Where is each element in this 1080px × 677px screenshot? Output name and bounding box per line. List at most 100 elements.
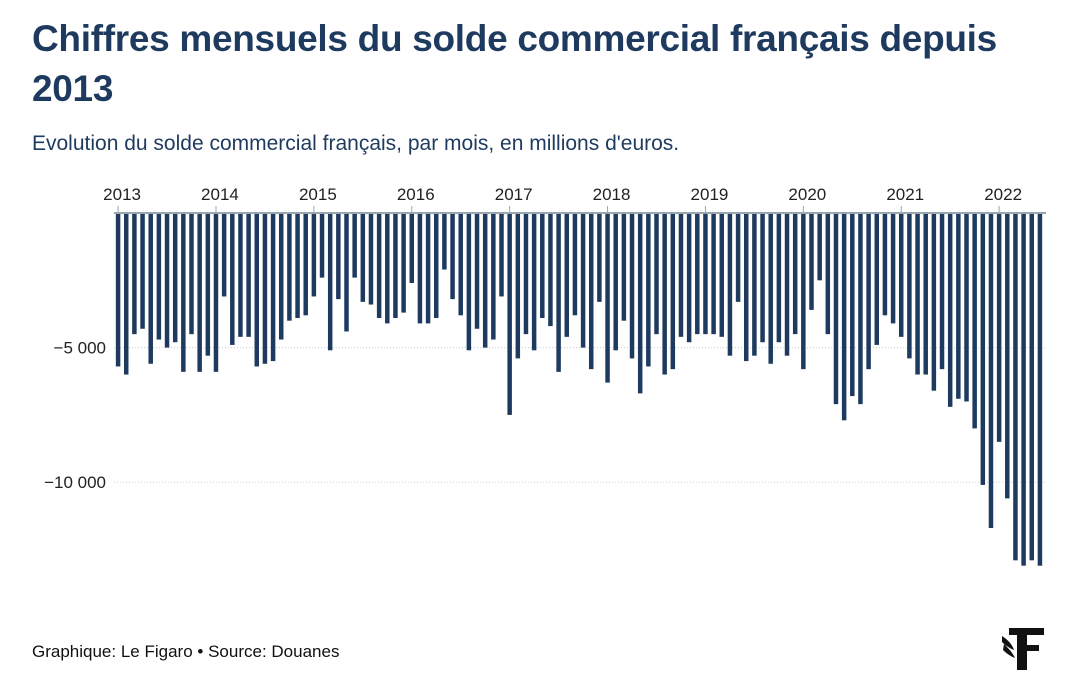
bar <box>1021 213 1026 566</box>
bar <box>278 213 284 340</box>
bar <box>719 213 725 337</box>
bar <box>792 213 798 335</box>
bar <box>1029 213 1035 561</box>
bar <box>336 213 341 300</box>
bar <box>597 213 602 302</box>
bar <box>401 213 406 313</box>
bar <box>866 213 871 370</box>
x-tick-label: 2020 <box>788 185 826 204</box>
bar-chart: 2013 2014 2015 2016 2017 2018 2019 2020 2021 2022… <box>44 185 1046 566</box>
bar <box>825 213 831 335</box>
bar <box>874 213 880 345</box>
bar <box>531 213 537 351</box>
bar <box>262 213 268 364</box>
bar <box>523 213 529 335</box>
bar <box>303 213 308 316</box>
bar <box>254 213 260 367</box>
bar <box>295 213 300 318</box>
bar <box>695 213 700 335</box>
x-tick-label: 2016 <box>397 185 435 204</box>
bar <box>882 213 888 316</box>
bar <box>327 213 333 351</box>
bar <box>385 213 390 324</box>
chart-title: Chiffres mensuels du solde commercial fr… <box>32 18 997 109</box>
bar <box>776 213 782 343</box>
x-tick-label: 2017 <box>495 185 533 204</box>
bar <box>980 213 986 485</box>
x-tick-label: 2015 <box>299 185 337 204</box>
bar <box>197 213 202 372</box>
bar <box>605 213 610 383</box>
x-tick-label: 2019 <box>691 185 729 204</box>
bar <box>156 213 162 340</box>
bar <box>711 213 716 335</box>
y-tick-label: −10 000 <box>44 473 106 492</box>
bar <box>931 213 937 391</box>
x-tick-label: 2013 <box>103 185 141 204</box>
bar <box>841 213 847 421</box>
footer: Graphique: Le Figaro • Source: Douanes <box>32 642 339 662</box>
bar <box>678 213 684 337</box>
bar <box>801 213 806 370</box>
bar <box>646 213 651 367</box>
bar <box>760 213 765 343</box>
bar <box>360 213 366 302</box>
bar <box>409 213 415 283</box>
bar <box>246 213 251 337</box>
bar <box>287 213 292 321</box>
bar <box>189 213 194 335</box>
bar <box>588 213 594 370</box>
bar <box>442 213 447 270</box>
bar <box>238 213 243 337</box>
bar <box>450 213 455 300</box>
bar <box>181 213 186 372</box>
bar-series <box>115 213 1043 566</box>
bar <box>205 213 211 356</box>
x-axis: 2013 2014 2015 2016 2017 2018 2019 2020 2021 2022 <box>103 185 1046 214</box>
y-tick-label: −5 000 <box>54 339 106 358</box>
bar <box>172 213 178 343</box>
bar <box>270 213 276 362</box>
bar <box>230 213 235 345</box>
bar <box>433 213 439 318</box>
bar <box>621 213 627 321</box>
bar <box>923 213 928 375</box>
bar <box>996 213 1002 442</box>
chart-subtitle: Evolution du solde commercial français, … <box>32 132 680 155</box>
bar <box>907 213 912 359</box>
footer-source: Source: Douanes <box>208 642 340 661</box>
bar <box>890 213 896 324</box>
y-axis-labels: −5 000 −10 000 <box>44 339 106 493</box>
bar <box>727 213 733 356</box>
bar <box>939 213 945 370</box>
x-tick-label: 2018 <box>593 185 631 204</box>
bar <box>833 213 839 405</box>
bar <box>515 213 521 359</box>
bar <box>376 213 382 318</box>
bar <box>499 213 504 297</box>
bar <box>743 213 749 362</box>
bar <box>629 213 635 359</box>
bar <box>686 213 692 343</box>
bar <box>556 213 561 372</box>
footer-credit: Graphique: Le Figaro <box>32 642 193 661</box>
gridlines <box>114 347 1046 483</box>
bar <box>947 213 953 407</box>
bar <box>140 213 145 329</box>
bar <box>972 213 977 429</box>
bar <box>344 213 349 332</box>
bar <box>417 213 423 324</box>
bar <box>613 213 618 351</box>
bar <box>735 213 741 302</box>
bar <box>956 213 961 399</box>
bar <box>670 213 676 370</box>
bar <box>572 213 578 316</box>
bar <box>654 213 659 335</box>
bar <box>507 213 512 415</box>
bar <box>580 213 586 348</box>
bar <box>474 213 480 329</box>
bar <box>809 213 814 310</box>
x-tick-label: 2014 <box>201 185 239 204</box>
bar <box>425 213 431 324</box>
bar <box>352 213 357 278</box>
